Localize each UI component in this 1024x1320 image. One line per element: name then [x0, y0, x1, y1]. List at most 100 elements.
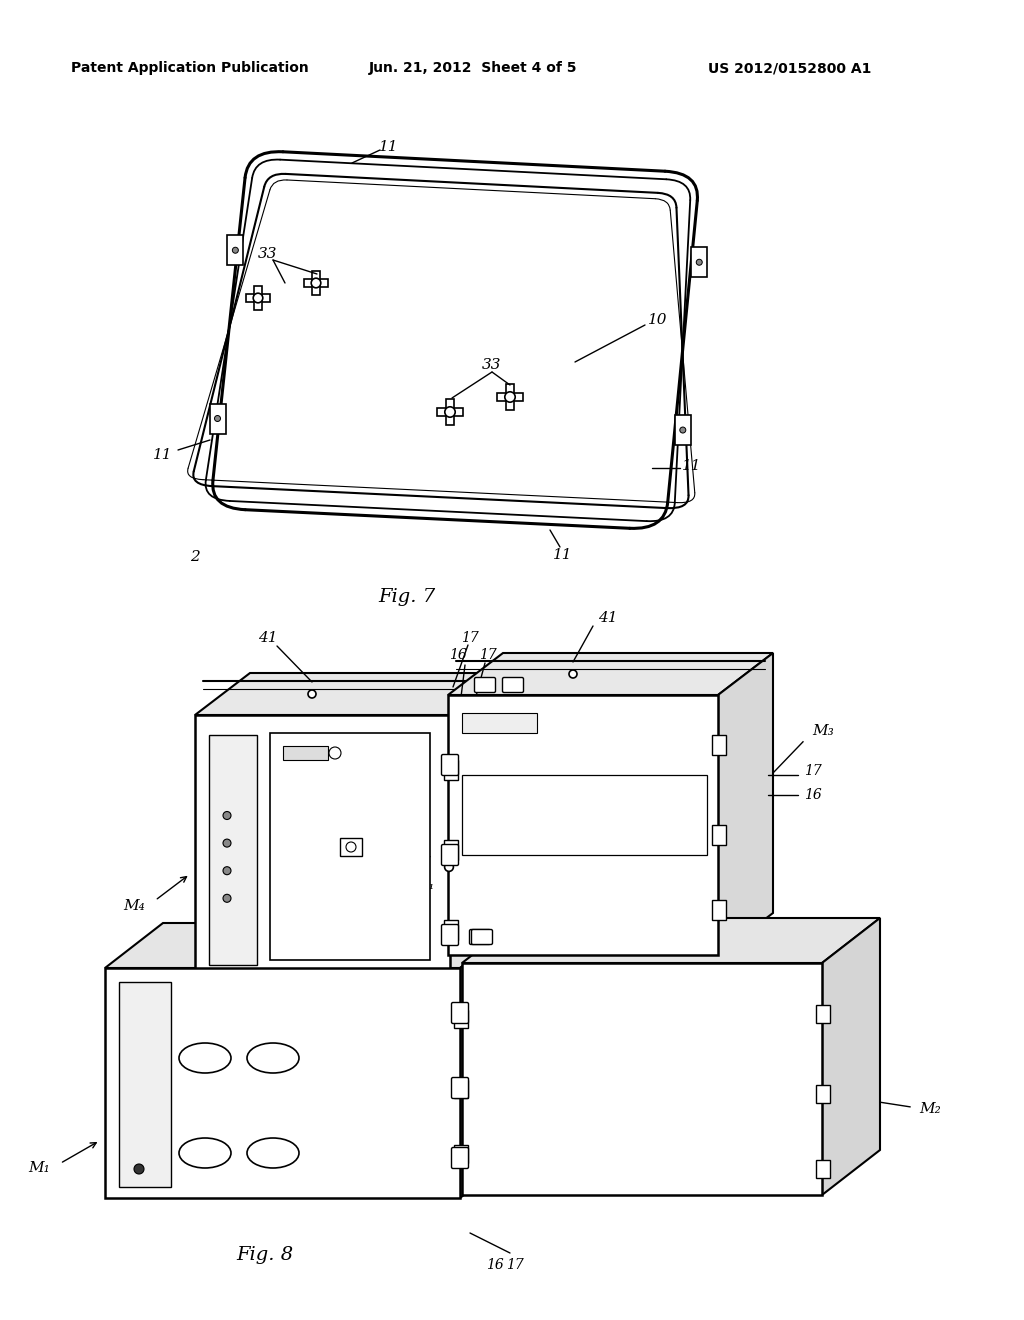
Text: 41: 41: [258, 631, 278, 645]
Polygon shape: [105, 923, 518, 968]
Polygon shape: [445, 399, 455, 425]
Text: 17: 17: [804, 764, 822, 777]
Bar: [712, 900, 726, 920]
Bar: [691, 247, 708, 277]
Bar: [462, 713, 537, 733]
Polygon shape: [449, 696, 718, 954]
Bar: [675, 414, 691, 445]
Polygon shape: [195, 673, 505, 715]
Circle shape: [223, 867, 231, 875]
Text: Fig. 7: Fig. 7: [379, 587, 435, 606]
FancyBboxPatch shape: [474, 677, 496, 693]
FancyBboxPatch shape: [452, 1077, 469, 1098]
Text: M₂: M₂: [920, 1102, 941, 1117]
Polygon shape: [437, 408, 463, 416]
Polygon shape: [312, 271, 319, 294]
Text: 10: 10: [648, 313, 668, 327]
Circle shape: [223, 895, 231, 903]
Text: F₁: F₁: [420, 878, 434, 892]
Text: M₃: M₃: [812, 725, 834, 738]
Text: 33: 33: [482, 358, 502, 372]
FancyBboxPatch shape: [471, 929, 493, 945]
Polygon shape: [569, 664, 577, 684]
FancyBboxPatch shape: [469, 929, 490, 945]
Circle shape: [329, 747, 341, 759]
Text: 16: 16: [399, 878, 417, 891]
Polygon shape: [209, 735, 257, 965]
Text: 17: 17: [479, 648, 497, 663]
Text: Patent Application Publication: Patent Application Publication: [71, 61, 309, 75]
Text: 11: 11: [154, 447, 173, 462]
Circle shape: [232, 247, 239, 253]
Circle shape: [569, 671, 577, 678]
Polygon shape: [506, 384, 514, 411]
Text: 41: 41: [598, 611, 617, 624]
FancyBboxPatch shape: [441, 845, 459, 866]
Bar: [816, 1005, 830, 1023]
FancyBboxPatch shape: [503, 677, 523, 693]
Circle shape: [134, 1164, 144, 1173]
Polygon shape: [195, 715, 450, 979]
Bar: [444, 920, 458, 940]
Bar: [462, 775, 707, 855]
Circle shape: [346, 842, 356, 851]
Bar: [444, 760, 458, 780]
Bar: [454, 1010, 468, 1028]
Polygon shape: [308, 684, 315, 704]
Text: 11: 11: [379, 140, 398, 154]
Polygon shape: [254, 286, 262, 310]
Text: Fig. 8: Fig. 8: [237, 1246, 294, 1265]
Circle shape: [223, 812, 231, 820]
Bar: [816, 1085, 830, 1104]
Bar: [712, 825, 726, 845]
Text: 11: 11: [682, 459, 701, 473]
Bar: [712, 735, 726, 755]
Circle shape: [444, 407, 456, 417]
Polygon shape: [438, 863, 460, 871]
FancyBboxPatch shape: [441, 924, 459, 945]
Polygon shape: [497, 392, 523, 401]
Text: 16: 16: [450, 648, 467, 663]
Polygon shape: [246, 294, 270, 302]
Bar: [454, 1080, 468, 1098]
Circle shape: [696, 259, 702, 265]
Circle shape: [253, 293, 263, 302]
Polygon shape: [302, 690, 322, 697]
Polygon shape: [119, 982, 171, 1187]
FancyBboxPatch shape: [441, 755, 459, 776]
Bar: [816, 1160, 830, 1177]
FancyBboxPatch shape: [452, 1002, 469, 1023]
Circle shape: [308, 690, 316, 698]
Bar: [340, 838, 362, 855]
Text: M₄: M₄: [123, 899, 145, 913]
Polygon shape: [822, 917, 880, 1195]
Text: 2: 2: [190, 550, 200, 564]
Ellipse shape: [247, 1138, 299, 1168]
Text: M₁: M₁: [29, 1162, 50, 1175]
Polygon shape: [460, 923, 518, 1199]
Polygon shape: [445, 855, 453, 878]
Circle shape: [505, 392, 515, 403]
Bar: [227, 235, 244, 265]
Ellipse shape: [179, 1138, 231, 1168]
Polygon shape: [462, 917, 880, 964]
Polygon shape: [449, 653, 773, 696]
Bar: [454, 1144, 468, 1163]
Ellipse shape: [247, 1043, 299, 1073]
Polygon shape: [105, 968, 460, 1199]
Circle shape: [444, 862, 454, 871]
Polygon shape: [450, 673, 505, 979]
Polygon shape: [270, 733, 430, 960]
Circle shape: [214, 416, 220, 421]
Polygon shape: [718, 653, 773, 954]
Text: 11: 11: [553, 548, 572, 562]
Ellipse shape: [179, 1043, 231, 1073]
Bar: [444, 840, 458, 861]
Bar: [210, 404, 225, 433]
Text: 17: 17: [461, 631, 479, 645]
Text: 17: 17: [506, 1258, 524, 1272]
FancyBboxPatch shape: [452, 1147, 469, 1168]
Text: OOOO: OOOO: [478, 719, 496, 726]
Text: 33: 33: [258, 247, 278, 261]
Text: 16: 16: [804, 788, 822, 803]
